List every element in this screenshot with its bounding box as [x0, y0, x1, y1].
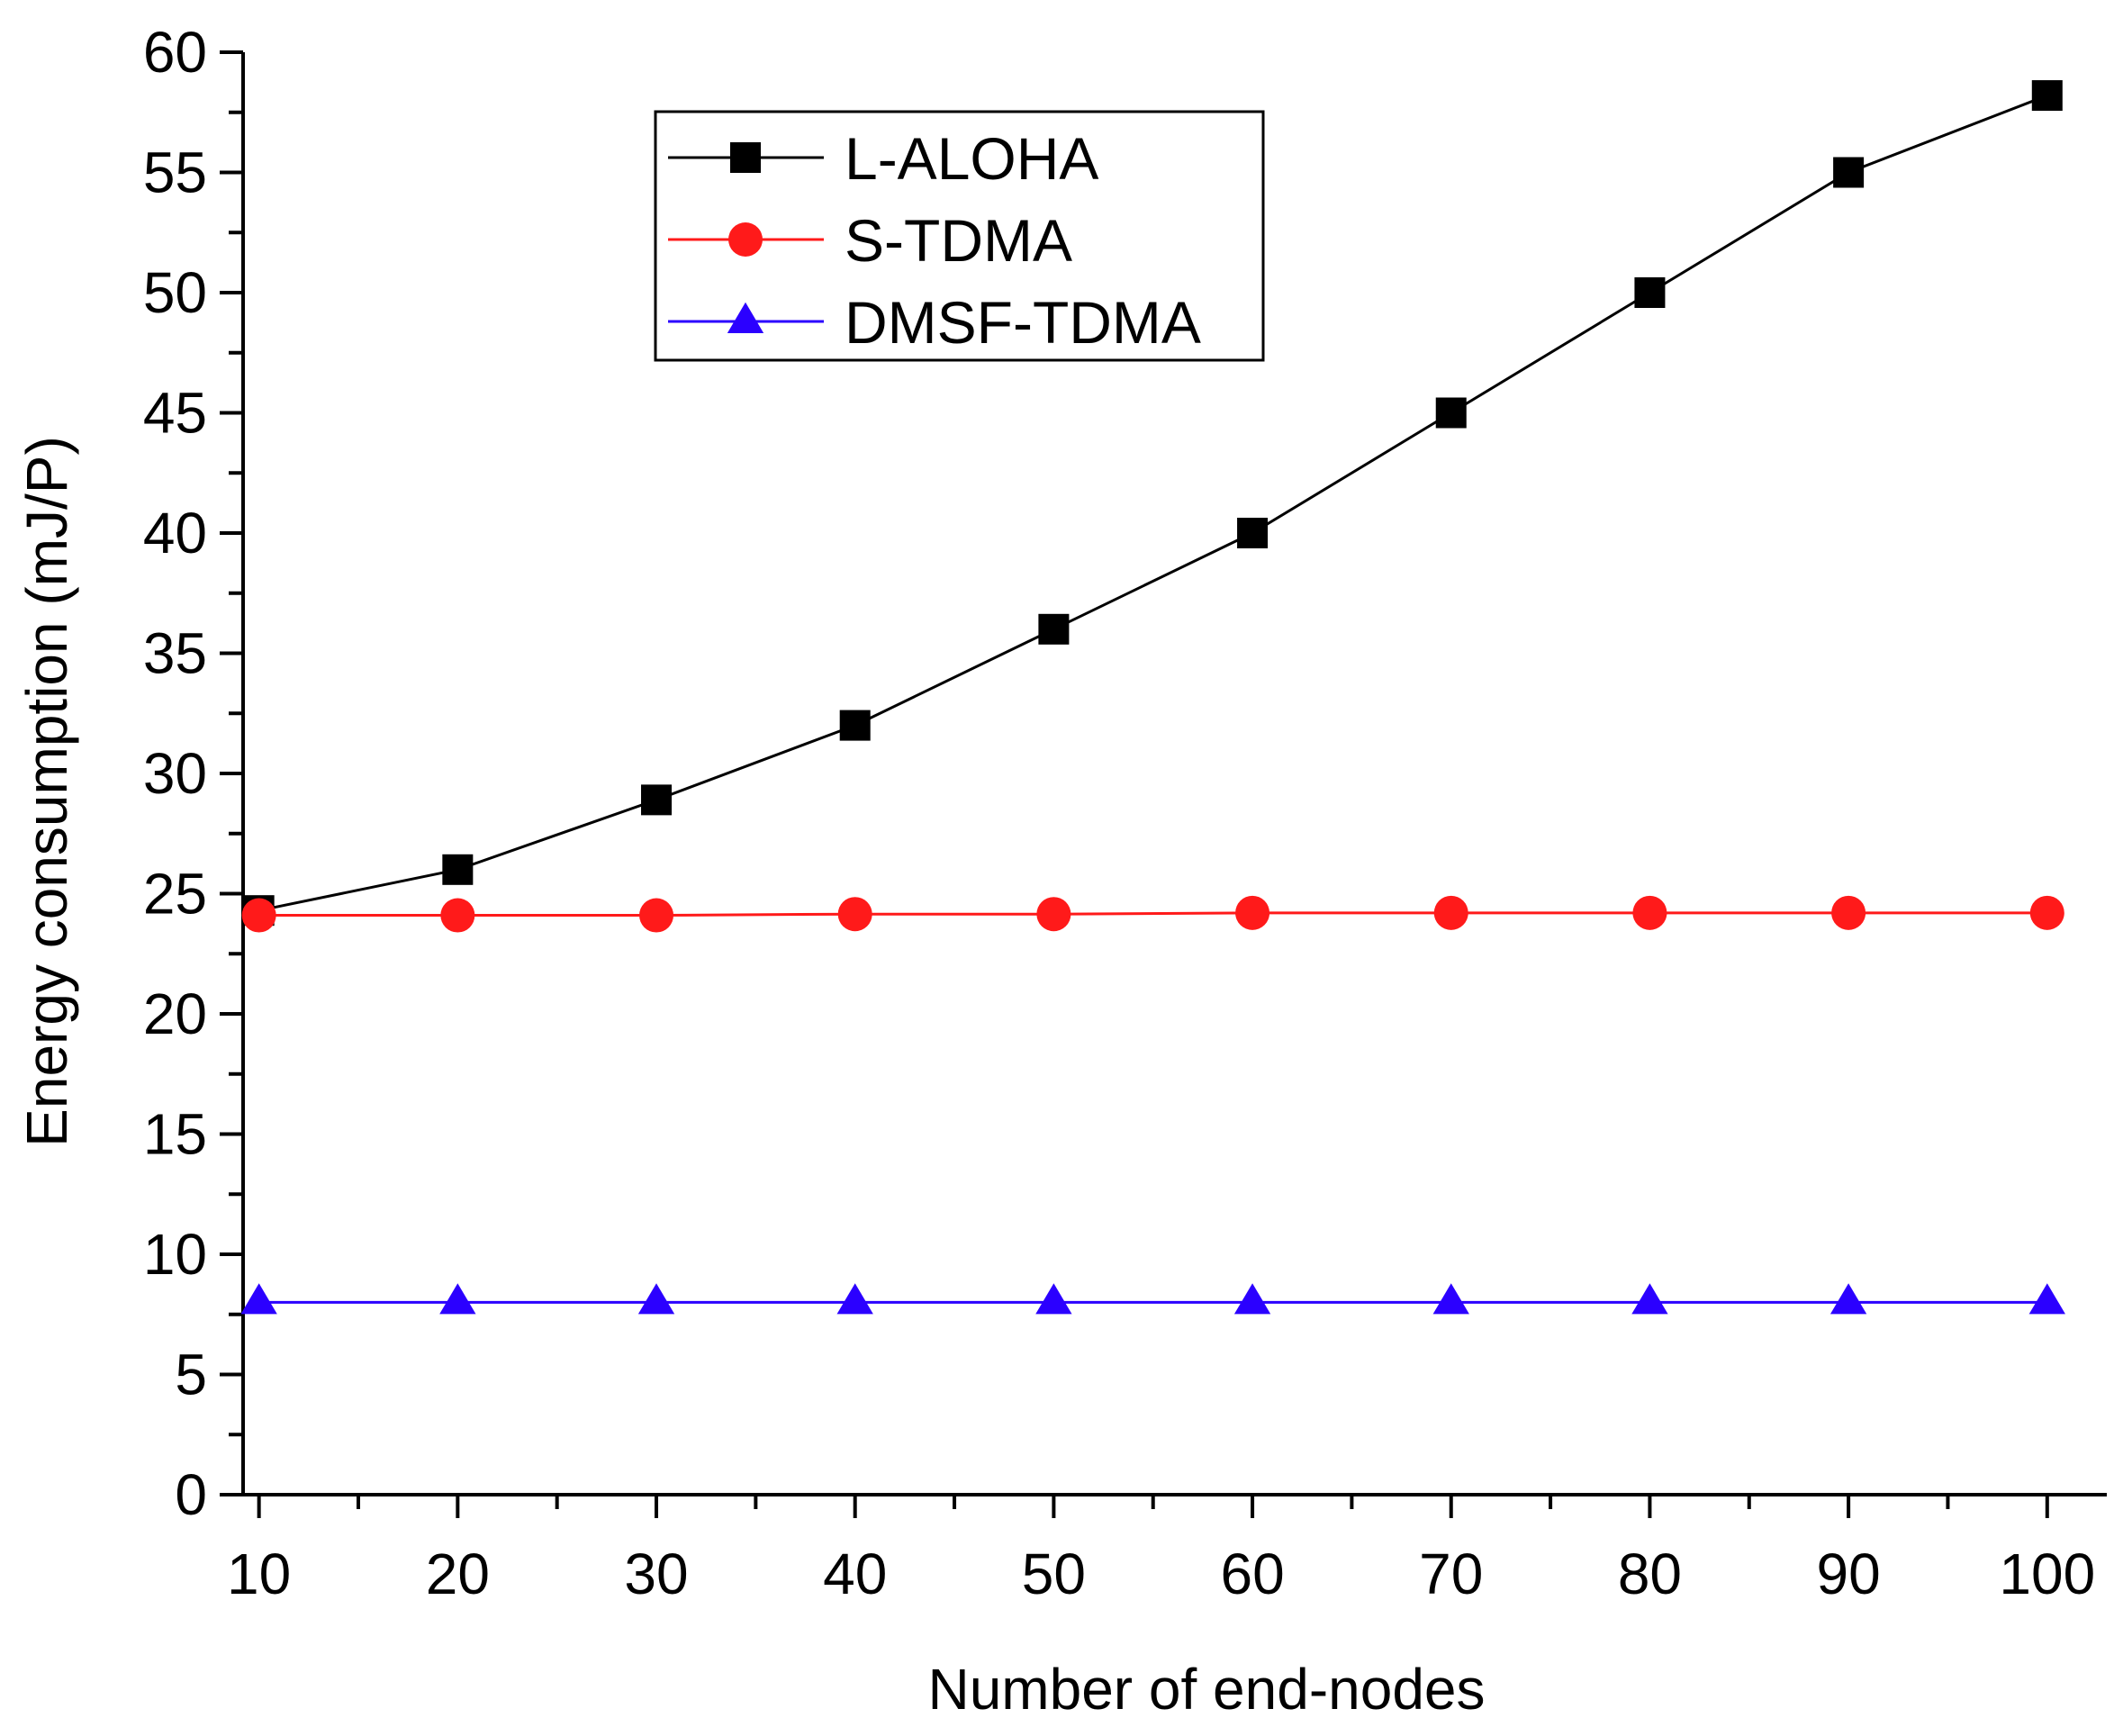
- data-point: [1634, 277, 1666, 308]
- data-point: [836, 1283, 873, 1315]
- series-l-aloha: [243, 80, 2063, 927]
- x-tick-label: 50: [1022, 1542, 1086, 1606]
- y-tick-label: 35: [143, 621, 207, 686]
- y-tick-label: 10: [143, 1222, 207, 1287]
- legend-label: S-TDMA: [845, 207, 1072, 274]
- x-tick-label: 10: [227, 1542, 291, 1606]
- series-line-s-tdma: [258, 911, 2047, 918]
- data-point: [1632, 895, 1667, 930]
- y-axis-title: Energy consumption (mJ/P): [14, 436, 79, 1147]
- data-point: [637, 1283, 675, 1315]
- y-tick-label: 30: [143, 741, 207, 806]
- series-line-l-aloha: [258, 94, 2048, 912]
- legend: L-ALOHA S-TDMA DMSF-TDMA: [654, 110, 1265, 362]
- data-point: [241, 898, 276, 933]
- legend-label: DMSF-TDMA: [845, 289, 1201, 356]
- legend-marker: [730, 142, 761, 173]
- data-point: [641, 784, 673, 816]
- y-tick-label: 15: [143, 1102, 207, 1167]
- data-point: [2029, 895, 2064, 930]
- x-tick-label: 100: [1999, 1542, 2095, 1606]
- data-point: [1833, 157, 1865, 188]
- data-point: [1038, 613, 1070, 645]
- x-tick-label: 20: [426, 1542, 490, 1606]
- data-point: [1035, 1283, 1072, 1315]
- data-point: [1432, 1283, 1469, 1315]
- series-s-tdma: [241, 895, 2064, 933]
- legend-marker: [728, 222, 763, 257]
- data-point: [1036, 897, 1071, 932]
- y-tick-label: 25: [143, 862, 207, 927]
- data-point: [639, 898, 674, 933]
- legend-label: L-ALOHA: [845, 125, 1098, 192]
- y-tick-label: 60: [143, 20, 207, 85]
- y-tick-label: 5: [175, 1343, 207, 1407]
- data-point: [1631, 1283, 1668, 1315]
- legend-marker: [727, 302, 764, 333]
- x-tick-label: 80: [1618, 1542, 1682, 1606]
- y-tick-label: 50: [143, 260, 207, 325]
- data-point: [1831, 895, 1866, 930]
- x-tick-label: 70: [1419, 1542, 1483, 1606]
- data-point: [2031, 80, 2063, 112]
- x-axis-title: Number of end-nodes: [927, 1657, 1485, 1722]
- x-tick-label: 60: [1220, 1542, 1284, 1606]
- y-tick-label: 20: [143, 981, 207, 1046]
- series-dmsf-tdma: [240, 1283, 2065, 1315]
- data-point: [442, 854, 474, 885]
- data-point: [1435, 397, 1467, 429]
- x-tick-label: 30: [624, 1542, 688, 1606]
- data-point: [240, 1283, 277, 1315]
- data-point: [1235, 895, 1270, 930]
- data-point: [1433, 895, 1468, 930]
- data-point: [839, 710, 871, 741]
- y-tick-label: 40: [143, 501, 207, 565]
- y-tick-label: 55: [143, 140, 207, 205]
- series-layer: [240, 80, 2065, 1315]
- x-tick-label: 40: [823, 1542, 887, 1606]
- data-point: [440, 898, 475, 933]
- x-tick-label: 90: [1817, 1542, 1881, 1606]
- data-point: [837, 897, 872, 932]
- y-tick-label: 45: [143, 381, 207, 446]
- axes: 0 5 10 15 20 25 30 35 40 45 50 55 60 10 20 30 40 50 60 70 80…: [143, 20, 2107, 1606]
- data-point: [2028, 1283, 2065, 1315]
- data-point: [1237, 518, 1269, 548]
- data-point: [439, 1283, 476, 1315]
- y-tick-label: 0: [175, 1462, 207, 1527]
- data-point: [1829, 1283, 1867, 1315]
- data-point: [1233, 1283, 1271, 1315]
